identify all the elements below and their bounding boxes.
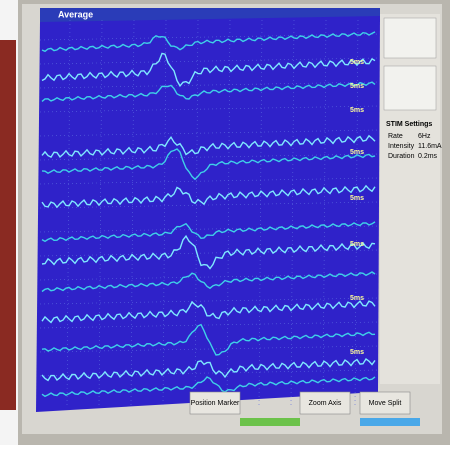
setting-name: Duration	[388, 153, 415, 160]
window-title: Average	[58, 9, 93, 19]
setting-name: Rate	[388, 133, 403, 140]
scale-label: 5ms	[350, 83, 364, 90]
setting-name: Intensity	[388, 143, 415, 150]
scale-label: 5ms	[350, 107, 364, 114]
status-bar	[360, 418, 420, 426]
settings-title: STIM Settings	[386, 121, 432, 128]
button-label[interactable]: Move Split	[369, 400, 402, 407]
setting-value: 11.6mA	[418, 143, 442, 150]
button-label[interactable]: Position Marker	[191, 400, 240, 407]
button-label[interactable]: Zoom Axis	[309, 400, 342, 407]
scale-label: 5ms	[350, 149, 364, 156]
screen-photo: Average 5ms 5ms 5ms 5ms 5ms 5ms 5ms 5ms STIM Se…	[0, 0, 450, 445]
scale-label: 5ms	[350, 195, 364, 202]
setting-value: 6Hz	[418, 133, 431, 140]
scale-label: 5ms	[350, 241, 364, 248]
scale-label: 5ms	[350, 59, 364, 66]
photo-edge	[0, 40, 16, 410]
setting-value: 0.2ms	[418, 153, 438, 160]
scale-label: 5ms	[350, 295, 364, 302]
info-table	[384, 18, 436, 58]
info-table	[384, 66, 436, 110]
status-bar	[240, 418, 300, 426]
scale-label: 5ms	[350, 349, 364, 356]
